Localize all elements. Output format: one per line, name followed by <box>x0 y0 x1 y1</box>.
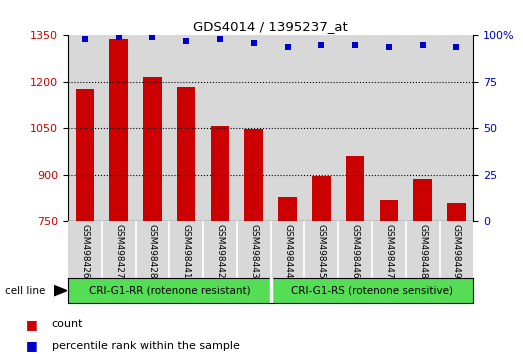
Bar <box>271 278 473 303</box>
Text: GSM498445: GSM498445 <box>317 224 326 279</box>
Text: GSM498449: GSM498449 <box>452 224 461 279</box>
Text: count: count <box>52 319 83 329</box>
Bar <box>406 35 439 221</box>
Text: ■: ■ <box>26 339 38 352</box>
Bar <box>278 197 297 221</box>
Bar <box>270 35 304 221</box>
Bar <box>304 35 338 221</box>
Point <box>81 36 89 42</box>
Text: GSM498443: GSM498443 <box>249 224 258 279</box>
Text: GSM498442: GSM498442 <box>215 224 224 279</box>
Bar <box>413 179 432 221</box>
Point <box>351 42 359 47</box>
Text: GSM498428: GSM498428 <box>148 224 157 279</box>
Text: CRI-G1-RR (rotenone resistant): CRI-G1-RR (rotenone resistant) <box>88 285 250 295</box>
Point <box>216 36 224 42</box>
Bar <box>76 88 94 221</box>
Text: GSM498427: GSM498427 <box>114 224 123 279</box>
Point <box>148 34 156 40</box>
Point <box>283 44 292 49</box>
Point <box>385 44 393 49</box>
Bar <box>68 278 271 303</box>
Bar <box>135 35 169 221</box>
Bar <box>439 35 473 221</box>
Point <box>182 38 190 44</box>
Bar <box>177 87 196 221</box>
Bar <box>338 35 372 221</box>
Text: GSM498447: GSM498447 <box>384 224 393 279</box>
Text: cell line: cell line <box>5 286 46 296</box>
Bar <box>203 35 237 221</box>
Text: GSM498441: GSM498441 <box>181 224 191 279</box>
Text: ■: ■ <box>26 318 38 331</box>
Text: GSM498448: GSM498448 <box>418 224 427 279</box>
Bar <box>312 176 331 221</box>
Bar <box>102 35 135 221</box>
Text: CRI-G1-RS (rotenone sensitive): CRI-G1-RS (rotenone sensitive) <box>291 285 453 295</box>
Bar <box>68 35 102 221</box>
Bar <box>380 200 398 221</box>
Point <box>418 42 427 47</box>
Bar <box>143 77 162 221</box>
Point <box>452 44 461 49</box>
Bar <box>447 202 465 221</box>
Point <box>249 40 258 46</box>
Bar <box>237 35 271 221</box>
Bar <box>346 156 365 221</box>
Bar <box>109 39 128 221</box>
Bar <box>244 129 263 221</box>
Text: GSM498426: GSM498426 <box>81 224 89 279</box>
Bar <box>169 35 203 221</box>
Point <box>115 34 123 40</box>
Polygon shape <box>54 285 67 296</box>
Bar <box>372 35 406 221</box>
Bar <box>211 126 229 221</box>
Point <box>317 42 325 47</box>
Text: GSM498444: GSM498444 <box>283 224 292 279</box>
Title: GDS4014 / 1395237_at: GDS4014 / 1395237_at <box>194 20 348 33</box>
Text: percentile rank within the sample: percentile rank within the sample <box>52 341 240 350</box>
Text: GSM498446: GSM498446 <box>350 224 360 279</box>
